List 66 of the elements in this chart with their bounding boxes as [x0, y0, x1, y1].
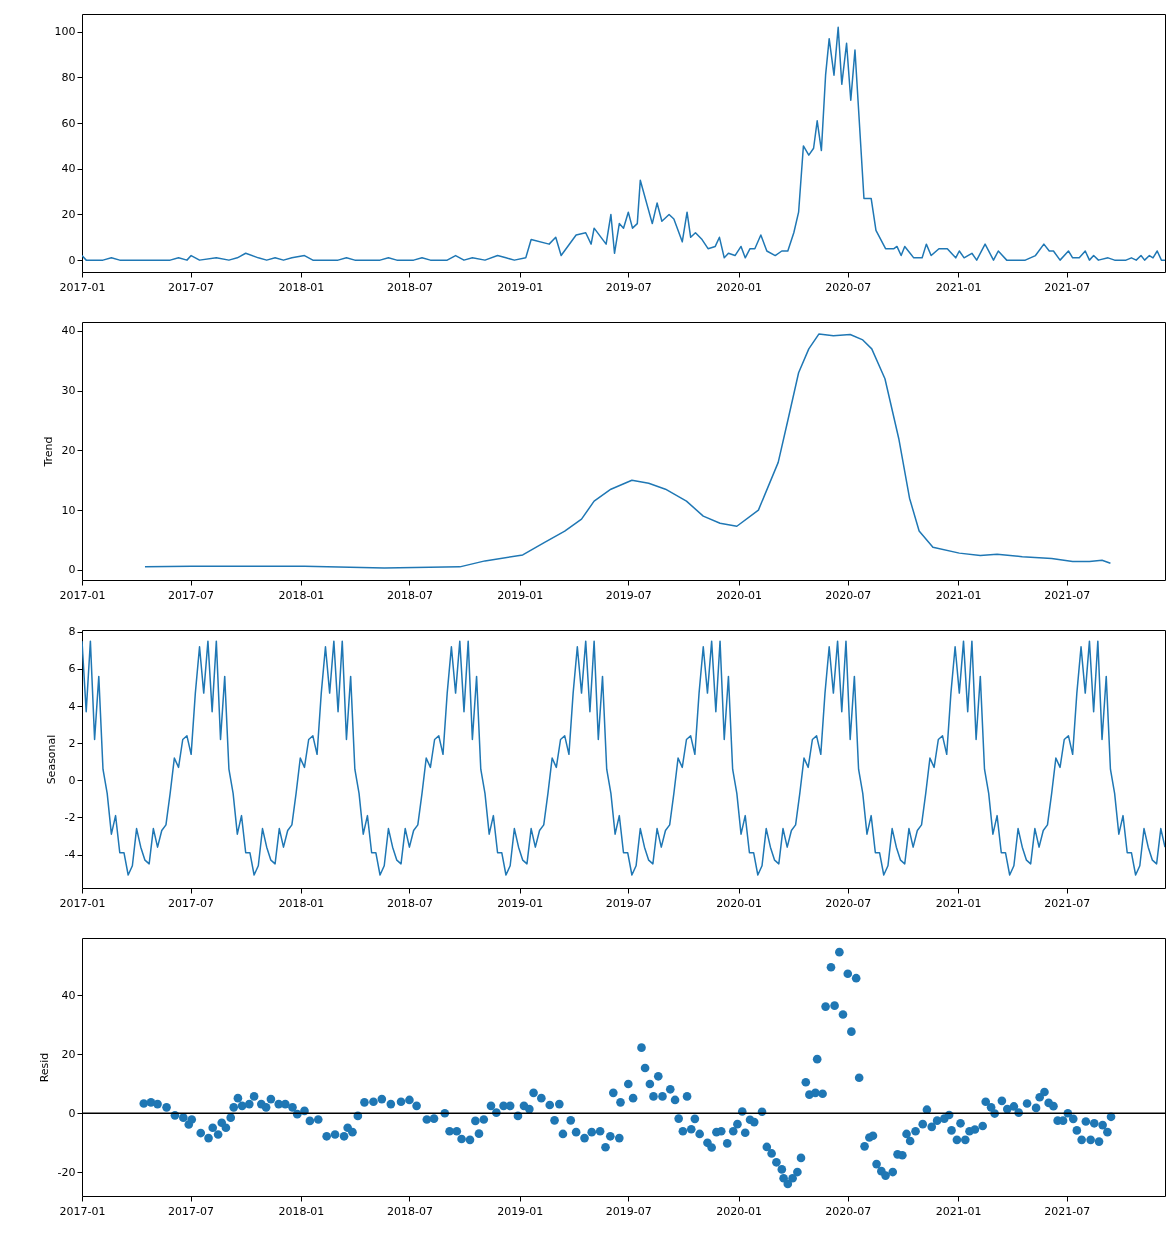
x-tick-label: 2020-01	[716, 1204, 763, 1218]
y-axis-title: Seasonal	[44, 734, 58, 785]
x-tick-label: 2017-01	[59, 896, 106, 910]
y-tick-label: 60	[61, 116, 76, 130]
y-tick-label: 4	[68, 699, 76, 713]
x-tick-label: 2021-07	[1044, 588, 1091, 602]
x-tick-label: 2018-07	[386, 1204, 433, 1218]
x-tick-label: 2020-07	[825, 896, 872, 910]
x-tick-label: 2017-07	[168, 588, 215, 602]
y-tick-label: 0	[68, 253, 76, 267]
y-axis-title: Trend	[41, 436, 55, 468]
y-tick-label: -2	[64, 810, 76, 824]
y-tick-label: 0	[68, 1106, 76, 1120]
x-tick-label: 2017-01	[59, 280, 106, 294]
x-tick-label: 2018-07	[386, 896, 433, 910]
x-tick-label: 2021-07	[1044, 1204, 1091, 1218]
x-tick-label: 2019-01	[497, 1204, 544, 1218]
x-tick-label: 2017-07	[168, 1204, 215, 1218]
x-tick-label: 2018-01	[278, 588, 325, 602]
y-tick-label: 0	[68, 563, 76, 577]
y-tick-label: 80	[61, 70, 76, 84]
x-tick-label: 2021-07	[1044, 280, 1091, 294]
x-tick-label: 2019-07	[605, 588, 652, 602]
x-tick-label: 2018-07	[386, 588, 433, 602]
y-tick-label: 20	[61, 207, 76, 221]
x-tick-label: 2020-07	[825, 280, 872, 294]
x-tick-label: 2020-07	[825, 588, 872, 602]
x-tick-label: 2019-01	[497, 280, 544, 294]
x-tick-label: 2017-07	[168, 896, 215, 910]
y-tick-label: 6	[68, 662, 76, 676]
y-tick-label: 40	[61, 988, 76, 1002]
x-tick-label: 2021-01	[935, 896, 982, 910]
x-tick-label: 2020-01	[716, 280, 763, 294]
y-tick-label: 10	[61, 503, 76, 517]
y-tick-label: 0	[68, 773, 76, 787]
x-tick-label: 2021-01	[935, 1204, 982, 1218]
x-tick-label: 2019-01	[497, 896, 544, 910]
y-tick-label: 20	[61, 443, 76, 457]
x-tick-label: 2019-07	[605, 1204, 652, 1218]
x-tick-label: 2019-07	[605, 280, 652, 294]
x-tick-label: 2017-01	[59, 588, 106, 602]
y-tick-label: 2	[68, 736, 76, 750]
y-tick-label: 100	[54, 25, 76, 39]
x-tick-label: 2021-07	[1044, 896, 1091, 910]
y-tick-label: 40	[61, 162, 76, 176]
x-tick-label: 2018-01	[278, 896, 325, 910]
x-tick-label: 2019-07	[605, 896, 652, 910]
y-tick-label: 8	[68, 625, 76, 639]
x-tick-label: 2018-01	[278, 280, 325, 294]
x-tick-label: 2018-07	[386, 280, 433, 294]
x-tick-label: 2020-07	[825, 1204, 872, 1218]
x-tick-label: 2020-01	[716, 588, 763, 602]
y-axis-title: Resid	[37, 1052, 51, 1083]
y-tick-label: 30	[61, 384, 76, 398]
x-tick-label: 2020-01	[716, 896, 763, 910]
x-tick-label: 2017-01	[59, 1204, 106, 1218]
x-tick-label: 2021-01	[935, 588, 982, 602]
x-tick-label: 2017-07	[168, 280, 215, 294]
x-tick-label: 2019-01	[497, 588, 544, 602]
y-tick-label: -20	[57, 1165, 76, 1179]
line-series	[144, 333, 1112, 569]
x-tick-label: 2021-01	[935, 280, 982, 294]
x-tick-label: 2018-01	[278, 1204, 325, 1218]
y-tick-label: 40	[61, 324, 76, 338]
y-tick-label: -4	[64, 848, 76, 862]
y-tick-label: 20	[61, 1047, 76, 1061]
